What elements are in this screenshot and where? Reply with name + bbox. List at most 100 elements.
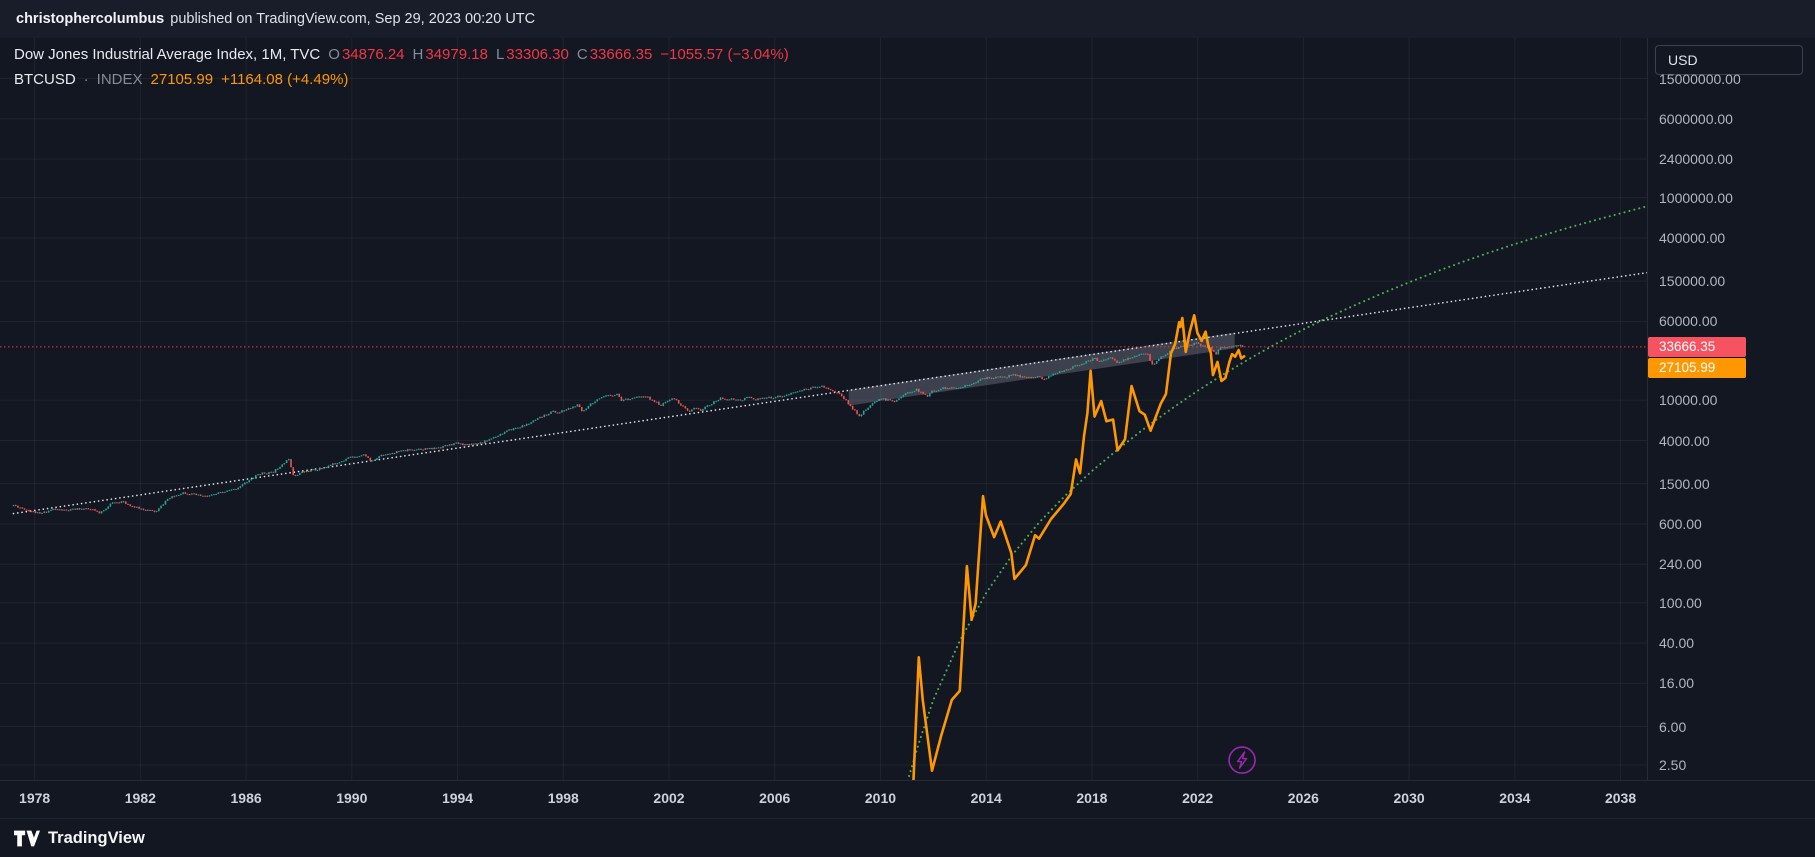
candle-body bbox=[417, 448, 420, 450]
candle-body bbox=[89, 509, 92, 511]
candle-body bbox=[757, 398, 759, 401]
candle-body bbox=[898, 398, 900, 400]
candle-body bbox=[876, 400, 878, 402]
price-axis-label: 100.00 bbox=[1659, 594, 1702, 611]
candle-body bbox=[558, 412, 561, 414]
candle-body bbox=[585, 408, 587, 411]
candle-body bbox=[574, 406, 576, 408]
candle-body bbox=[111, 502, 114, 504]
price-chart[interactable]: Dow Jones Industrial Average Index, 1M, … bbox=[0, 38, 1647, 780]
candle-body bbox=[929, 393, 931, 397]
candle-body bbox=[871, 403, 874, 406]
chart-canvas[interactable] bbox=[0, 38, 1647, 780]
candle-body bbox=[959, 387, 962, 389]
candle-body bbox=[1235, 345, 1237, 347]
candle-body bbox=[457, 442, 460, 444]
candle-body bbox=[1063, 370, 1065, 372]
candle-body bbox=[754, 399, 757, 401]
candle-body bbox=[937, 389, 940, 391]
candle-body bbox=[924, 393, 927, 395]
candle-body bbox=[906, 392, 909, 394]
candle-body bbox=[202, 495, 204, 497]
candle-body bbox=[424, 448, 427, 450]
gray-parallel-channel[interactable] bbox=[848, 332, 1235, 406]
candle-body bbox=[821, 385, 823, 387]
candle-body bbox=[1074, 365, 1076, 367]
candle-body bbox=[926, 394, 929, 397]
currency-button[interactable]: USD bbox=[1655, 45, 1803, 75]
candle-body bbox=[900, 396, 902, 399]
candle-body bbox=[942, 387, 944, 389]
candle-body bbox=[468, 444, 471, 446]
price-axis-label: 10000.00 bbox=[1659, 392, 1718, 409]
candle-body bbox=[318, 468, 321, 471]
candle-body bbox=[437, 447, 440, 449]
candle-body bbox=[759, 398, 761, 400]
candle-body bbox=[362, 454, 365, 456]
candle-body bbox=[625, 398, 627, 400]
candle-body bbox=[116, 502, 118, 504]
candle-body bbox=[732, 398, 735, 400]
candle-body bbox=[114, 502, 116, 504]
candle-body bbox=[1120, 361, 1123, 363]
candle-body bbox=[455, 442, 458, 444]
candle-body bbox=[1109, 357, 1112, 359]
candle-body bbox=[17, 505, 19, 508]
candle-body bbox=[356, 456, 358, 458]
candle-body bbox=[294, 474, 297, 476]
candle-body bbox=[1237, 345, 1239, 347]
candle-body bbox=[431, 448, 433, 450]
candle-body bbox=[488, 439, 491, 441]
candle-body bbox=[684, 406, 687, 409]
candle-body bbox=[237, 487, 239, 490]
candle-body bbox=[206, 495, 209, 497]
candle-body bbox=[160, 505, 162, 509]
time-axis-label: 2002 bbox=[653, 790, 685, 806]
candle-body bbox=[133, 506, 136, 508]
candle-body bbox=[241, 484, 244, 487]
candle-body bbox=[620, 396, 623, 401]
tradingview-link[interactable]: TradingView bbox=[14, 829, 145, 848]
candle-body bbox=[1177, 347, 1180, 349]
candle-body bbox=[530, 422, 532, 424]
lightning-idea-marker[interactable] bbox=[1228, 746, 1256, 774]
candle-body bbox=[347, 457, 350, 459]
candle-body bbox=[977, 380, 980, 383]
candle-body bbox=[673, 398, 676, 400]
candle-body bbox=[887, 399, 889, 401]
candle-body bbox=[750, 396, 753, 399]
candle-body bbox=[221, 492, 224, 494]
candle-body bbox=[30, 511, 32, 513]
candle-body bbox=[702, 409, 704, 411]
candle-body bbox=[1125, 359, 1127, 361]
candle-body bbox=[790, 393, 792, 395]
candle-body bbox=[591, 403, 594, 405]
candle-body bbox=[818, 386, 821, 388]
candle-body bbox=[1103, 359, 1105, 361]
candle-body bbox=[490, 438, 493, 440]
candle-body bbox=[1001, 376, 1004, 378]
green-dotted-growth-curve[interactable] bbox=[900, 205, 1647, 780]
time-axis[interactable]: 1978 1982 1986 1990 1994 1998 2002 2006 2010 2014… bbox=[0, 780, 1815, 818]
white-dotted-trendline[interactable] bbox=[12, 271, 1647, 515]
candle-body bbox=[1056, 372, 1059, 374]
candle-body bbox=[605, 395, 607, 397]
price-axis[interactable]: USD 33666.35 27105.99 15000000.00 6000000… bbox=[1647, 38, 1815, 780]
candle-body bbox=[528, 423, 530, 425]
candle-body bbox=[671, 398, 673, 400]
candle-body bbox=[715, 401, 717, 403]
candle-body bbox=[446, 445, 449, 447]
candle-body bbox=[951, 387, 953, 389]
candle-body bbox=[834, 391, 836, 393]
candle-body bbox=[933, 390, 936, 392]
btc-price-line[interactable] bbox=[899, 313, 1246, 780]
candle-body bbox=[50, 509, 52, 511]
candle-body bbox=[129, 504, 132, 507]
candle-body bbox=[1195, 342, 1198, 344]
candle-body bbox=[462, 443, 464, 446]
candle-body bbox=[1034, 377, 1037, 379]
candle-body bbox=[292, 467, 295, 475]
candle-body bbox=[847, 400, 850, 405]
candle-body bbox=[387, 453, 389, 455]
candle-body bbox=[243, 482, 246, 485]
